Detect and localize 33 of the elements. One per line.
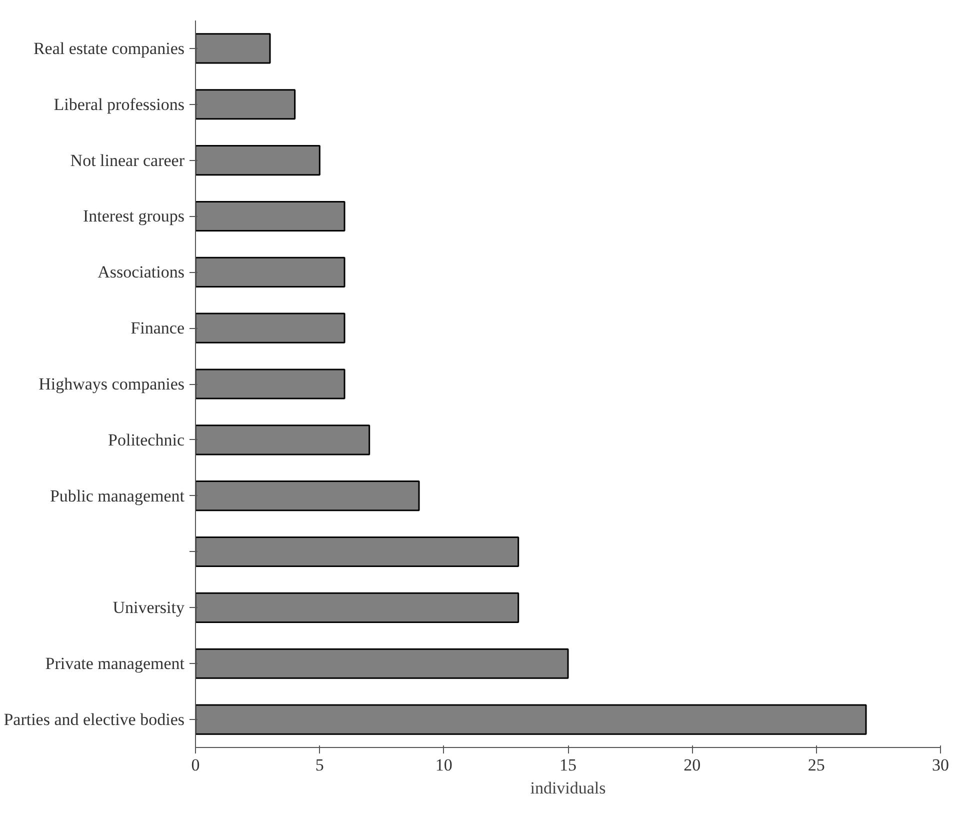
y-tick-label: University [112, 598, 185, 618]
bar [196, 200, 346, 232]
bar [196, 592, 520, 623]
x-tick-label: 25 [808, 756, 825, 774]
y-tick-label: Private management [45, 654, 185, 674]
y-tick-label: Parties and elective bodies [4, 710, 185, 730]
y-tick-label: Not linear career [70, 150, 185, 170]
bar [196, 312, 346, 344]
y-tick-label: Liberal professions [54, 94, 185, 114]
bar [196, 89, 296, 120]
bar [196, 536, 520, 568]
x-tick-label: 5 [315, 756, 324, 774]
y-tick-label: Finance [130, 318, 185, 338]
bar [196, 256, 346, 288]
y-tick-label: Highways companies [38, 374, 185, 394]
bar [196, 704, 867, 735]
bar [196, 424, 370, 456]
x-axis-title: individuals [530, 778, 606, 798]
bar [196, 145, 320, 176]
bar [196, 33, 271, 64]
bar [196, 480, 420, 512]
y-tick-label: Real estate companies [33, 38, 185, 58]
y-tick-label: Interest groups [83, 206, 185, 226]
bar [196, 648, 569, 679]
x-tick-label: 15 [560, 756, 576, 774]
x-tick-label: 30 [932, 756, 949, 774]
x-tick-label: 20 [684, 756, 701, 774]
y-tick-label: Politechnic [108, 430, 185, 450]
y-tick-label: Public management [50, 486, 185, 506]
x-tick-label: 10 [435, 756, 452, 774]
x-tick-label: 0 [191, 756, 200, 774]
y-tick-label: Associations [98, 262, 185, 282]
bar [196, 368, 346, 400]
